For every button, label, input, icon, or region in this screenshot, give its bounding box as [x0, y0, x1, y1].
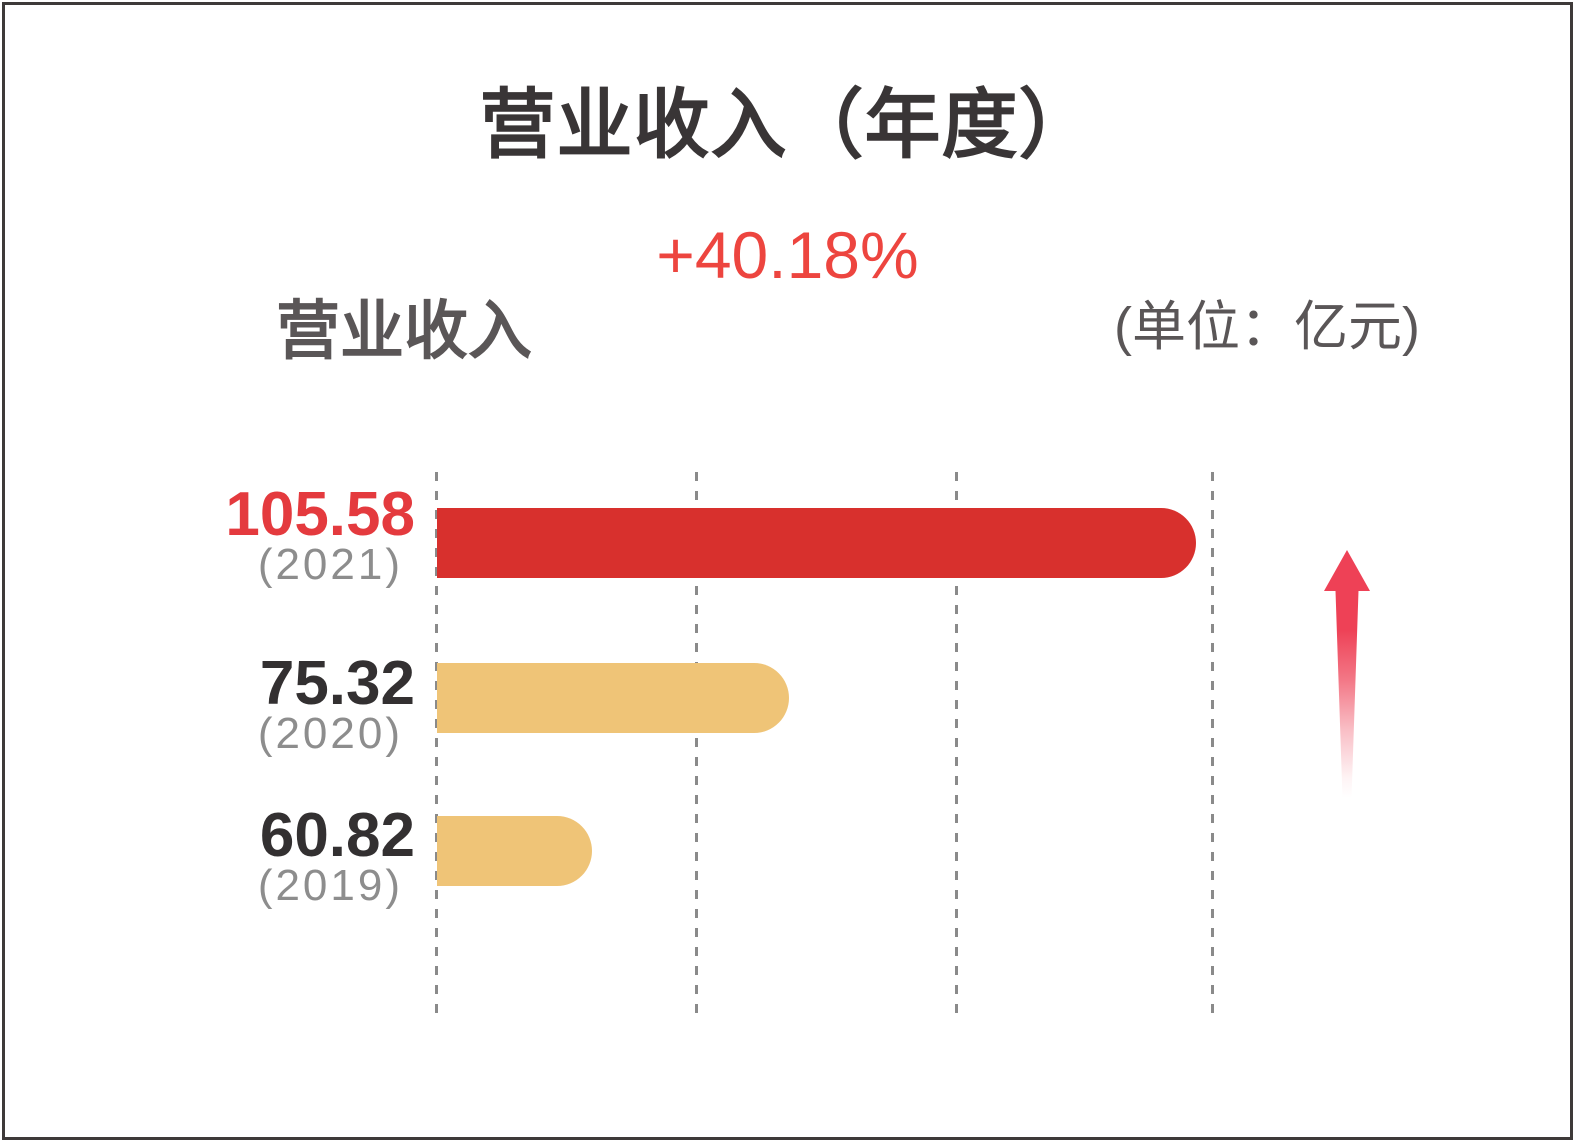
chart-title: 营业收入（年度） — [479, 83, 1096, 168]
gridline — [955, 472, 958, 1023]
growth-rate-label: +40.18% — [656, 218, 919, 292]
year-label-2019: (2019) — [257, 861, 403, 910]
year-label-2021: (2021) — [257, 540, 403, 589]
gridline — [435, 472, 438, 1023]
year-label-2020: (2020) — [257, 709, 403, 758]
bar-2021 — [437, 508, 1196, 578]
gridline — [1211, 472, 1214, 1023]
value-label-2019: 60.82 — [259, 801, 415, 870]
series-label: 营业收入 — [276, 295, 532, 367]
unit-label: (单位：亿元) — [1114, 297, 1420, 357]
bar-2019 — [437, 816, 592, 886]
gridline — [695, 472, 698, 1023]
trend-up-arrow-icon — [1324, 550, 1370, 798]
value-label-2021: 105.58 — [225, 480, 415, 549]
bar-2020 — [437, 663, 789, 733]
value-label-2020: 75.32 — [259, 649, 415, 718]
